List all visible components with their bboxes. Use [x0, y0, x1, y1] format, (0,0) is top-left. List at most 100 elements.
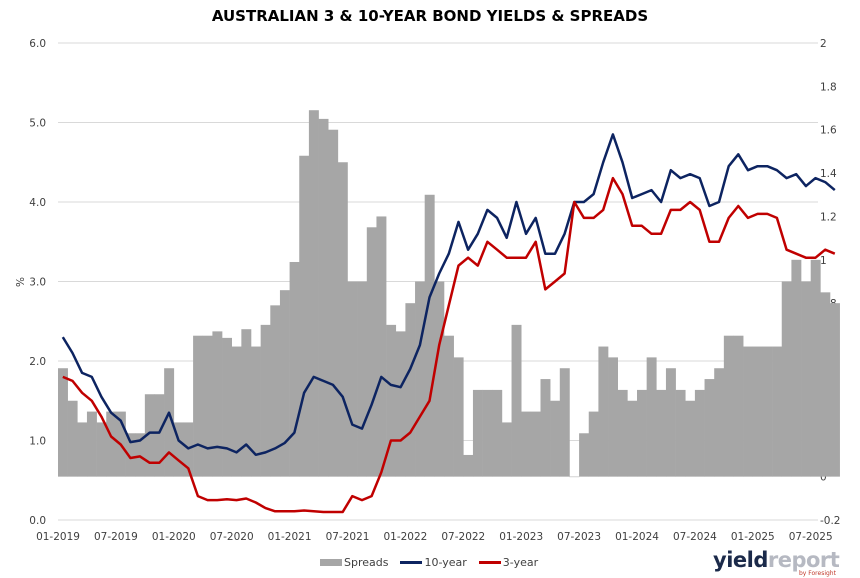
spread-bar — [646, 357, 657, 477]
x-tick-label: 01-2021 — [268, 531, 312, 543]
spread-bar — [588, 411, 599, 477]
spread-bar — [501, 422, 512, 477]
line-10-year — [61, 133, 836, 457]
spread-bar — [125, 433, 136, 477]
x-tick-label: 01-2020 — [152, 531, 196, 543]
line-3-year — [62, 176, 836, 514]
y2-tick-label: 2 — [820, 38, 827, 50]
spread-bar — [444, 335, 454, 477]
x-tick-label: 07-2022 — [441, 531, 485, 543]
logo-text-yield: yield — [713, 548, 768, 572]
spread-bar — [86, 411, 97, 477]
spread-bar — [743, 346, 754, 477]
spread-bar — [77, 422, 88, 477]
spread-bar — [598, 346, 609, 477]
spread-bar — [733, 335, 744, 477]
spread-bar — [559, 368, 570, 477]
spread-bar — [762, 346, 773, 477]
spread-bar — [231, 346, 242, 477]
spread-bar — [173, 422, 184, 477]
spread-bar — [395, 331, 406, 477]
spread-bar — [135, 433, 146, 477]
spread-bar — [270, 305, 281, 477]
logo-text-report: report — [767, 548, 840, 572]
spread-bar — [810, 259, 821, 477]
x-tick-label: 01-2023 — [499, 531, 543, 543]
spread-bar — [694, 389, 705, 477]
x-tick-label: 07-2025 — [789, 531, 833, 543]
spread-bar — [193, 335, 204, 477]
legend-label-3-year: 3-year — [502, 556, 539, 569]
y-tick-label: 5.0 — [29, 118, 46, 130]
spread-bar — [202, 335, 213, 477]
spread-bar — [347, 281, 358, 477]
spread-bar — [251, 346, 261, 477]
spread-bar — [337, 162, 348, 477]
spread-bar — [260, 324, 271, 477]
logo-subtitle: by Foresight — [799, 570, 836, 577]
spread-bar — [675, 389, 686, 477]
spread-bar — [289, 261, 300, 477]
legend-label-spreads: Spreads — [344, 556, 389, 569]
spread-bar — [723, 335, 734, 477]
y2-tick-label: 1.6 — [820, 125, 837, 137]
spread-bar — [376, 216, 387, 477]
spread-bar — [608, 357, 618, 477]
x-tick-label: 07-2019 — [94, 531, 138, 543]
spread-bar — [579, 433, 590, 477]
legend: Spreads 10-year 3-year — [320, 556, 550, 569]
y-tick-label: 3.0 — [29, 277, 46, 289]
spread-bar — [58, 368, 68, 477]
y2-tick-label: 1.8 — [820, 81, 837, 93]
spread-bar — [453, 357, 464, 477]
y-tick-label: 2.0 — [29, 356, 46, 368]
spread-bar — [530, 411, 541, 477]
spread-bar — [472, 389, 483, 477]
spread-bar — [540, 379, 551, 477]
spread-bar — [357, 281, 368, 477]
y2-tick-label: -0.2 — [820, 515, 841, 527]
x-tick-label: 07-2020 — [210, 531, 254, 543]
legend-label-10-year: 10-year — [424, 556, 467, 569]
spread-bar — [299, 155, 310, 477]
spread-bar — [405, 303, 416, 477]
spread-bar — [222, 337, 232, 477]
spread-bar — [424, 194, 435, 477]
spread-bar — [144, 394, 155, 477]
spread-bar — [328, 129, 339, 477]
spread-bar — [308, 110, 319, 477]
x-tick-label: 01-2024 — [615, 531, 659, 543]
x-tick-label: 01-2019 — [36, 531, 80, 543]
spread-bar — [521, 411, 532, 477]
spread-bar — [366, 227, 377, 477]
spread-bar — [434, 281, 445, 477]
x-tick-label: 01-2022 — [383, 531, 427, 543]
y-tick-label: 0.0 — [29, 515, 46, 527]
spread-bar — [96, 422, 107, 477]
y2-tick-label: 0 — [820, 472, 827, 484]
spread-bar — [637, 389, 647, 477]
spread-bar — [627, 400, 638, 477]
y2-tick-label: 1.4 — [820, 168, 837, 180]
spread-bar — [665, 368, 676, 477]
y-tick-label: 4.0 — [29, 197, 46, 209]
spread-bar — [656, 389, 667, 477]
spread-bar — [714, 368, 725, 477]
spread-bar — [482, 389, 493, 477]
spread-bar — [820, 292, 831, 477]
y-axis-label: % — [15, 277, 27, 287]
x-tick-label: 07-2024 — [673, 531, 717, 543]
spread-bar — [511, 324, 522, 477]
spread-bar — [830, 303, 840, 477]
spread-bar — [386, 324, 397, 477]
spread-bar — [772, 346, 783, 477]
spread-bar — [685, 400, 696, 477]
x-tick-label: 07-2023 — [557, 531, 601, 543]
spread-bar — [106, 411, 117, 477]
yieldreport-logo: yieldreport — [713, 548, 840, 572]
spread-bar — [569, 476, 580, 478]
spread-bar — [164, 368, 175, 477]
spread-bar — [704, 379, 715, 477]
spread-bar — [617, 389, 628, 477]
